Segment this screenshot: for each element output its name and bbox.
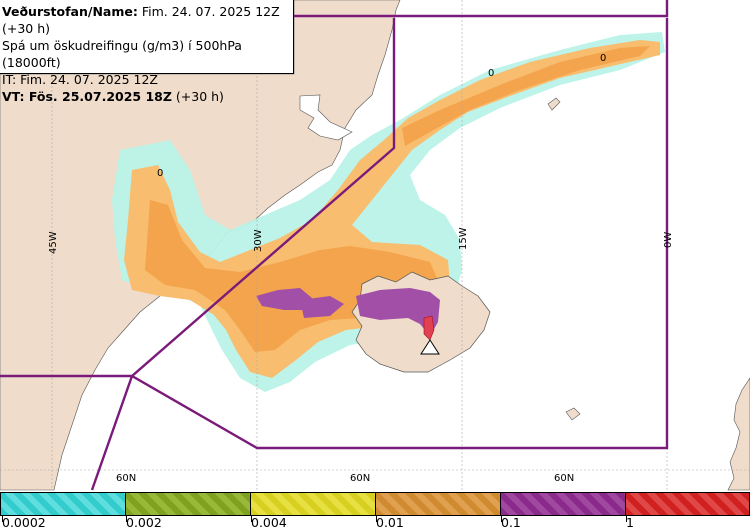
legend-swatch [250,492,376,516]
norway-coast [727,377,750,491]
legend-label: 0.01 [376,515,404,530]
legend-tick [376,516,377,522]
faroe-islands [565,407,581,421]
legend-tick [2,516,3,522]
latitude-label-60n: 60N [350,473,370,484]
ash-layer-red [423,315,435,341]
jan-mayen-island [547,97,561,111]
latitude-label-60n: 60N [554,473,574,484]
concentration-legend: 0.0002 0.002 0.004 0.01 0.1 1 [0,491,750,532]
longitude-label-45w: 45W [48,231,59,254]
volcano-marker-icon [420,339,440,355]
contour-label: 0 [600,53,606,64]
legend-label: 0.002 [126,515,162,530]
legend-tick [501,516,502,522]
legend-tick [126,516,127,522]
legend-swatch [500,492,626,516]
longitude-label-15w: 15W [458,227,469,250]
legend-label: 0.1 [501,515,521,530]
longitude-label-0w: 0W [663,232,674,248]
legend-swatch [0,492,126,516]
latitude-label-60n: 60N [116,473,136,484]
legend-swatch [625,492,750,516]
legend-swatch [125,492,251,516]
ash-layer-purple [256,288,440,336]
info-line-description: Spá um öskudreifingu (g/m3) í 500hPa (18… [2,38,242,70]
legend-label: 1 [626,515,634,530]
info-line-name: Veðurstofan/Name: Fim. 24. 07. 2025 12Z … [2,4,280,36]
fir-boundary [0,0,669,491]
contour-label: 0 [488,68,494,79]
legend-tick [626,516,627,522]
forecast-info-box: Veðurstofan/Name: Fim. 24. 07. 2025 12Z … [0,0,294,104]
legend-label: 0.004 [251,515,287,530]
legend-label: 0.0002 [2,515,46,530]
contour-label: 0 [157,168,163,179]
longitude-label-30w: 30W [253,229,264,252]
legend-swatch [375,492,501,516]
legend-tick [251,516,252,522]
info-line-initial-time: IT: Fim. 24. 07. 2025 12Z [2,72,158,87]
greenland-fjord [299,94,353,141]
info-line-valid-time: VT: Fös. 25.07.2025 18Z (+30 h) [2,89,224,104]
